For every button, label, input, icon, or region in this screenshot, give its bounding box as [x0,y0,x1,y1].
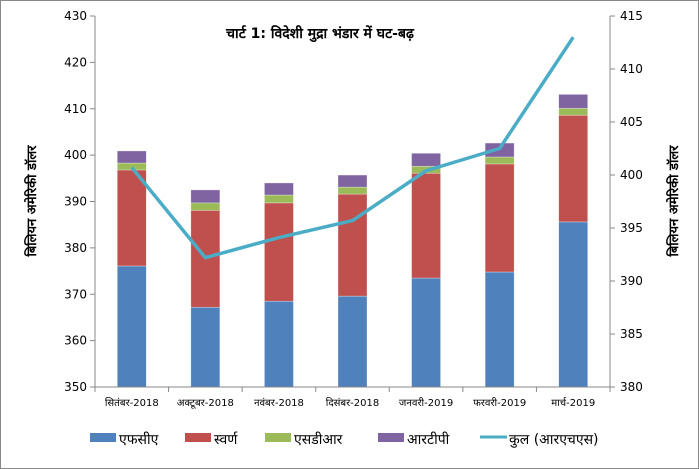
y-tick-label-right: 385 [620,327,643,341]
y-tick-label-left: 370 [64,287,87,301]
legend-label: एसडीआर [294,431,343,448]
y-tick-label-right: 390 [620,274,643,288]
y-tick-label-left: 380 [64,241,87,255]
y-tick-label-right: 400 [620,168,643,182]
legend-label: एफसीए [119,431,159,448]
total-line [130,36,575,260]
bar-segment [337,295,368,388]
bar-segment [116,150,147,164]
y-tick-label-right: 415 [620,9,643,23]
bar-segment [264,182,294,196]
y-tick-label-left: 430 [64,9,87,23]
legend-swatch [378,433,404,442]
y-tick-label-left: 360 [64,334,87,348]
y-axis-label-right: बिलियन अमेरिकी डॉलर [666,145,682,258]
bar-segment [484,271,515,388]
bar-segment [484,163,515,273]
y-tick-label-left: 420 [64,55,87,69]
x-tick-label: सितंबर-2018 [105,397,159,409]
bar-segment [337,193,368,297]
legend-label: स्वर्ण [214,431,238,448]
y-tick-label-left: 400 [64,148,87,162]
chart-title: चार्ट 1: विदेशी मुद्रा भंडार में घट-बढ़ [225,25,415,43]
bar-segment [116,169,147,267]
bar-segment [558,221,589,388]
y-tick-label-right: 380 [620,380,643,394]
bar-segment [411,152,441,167]
bar-segment [558,94,589,109]
legend-swatch [90,433,116,442]
x-tick-label: नवंबर-2018 [254,397,304,409]
legend-label: आरटीपी [407,431,450,448]
x-tick-label: मार्च-2019 [551,397,595,409]
bar-segment [558,107,589,116]
y-tick-label-right: 405 [620,115,643,129]
bar-segment [411,172,441,279]
bar-segment [190,306,221,388]
bar-segment [264,202,294,302]
y-tick-label-right: 410 [620,62,643,76]
y-tick-label-right: 395 [620,221,643,235]
x-tick-label: दिसंबर-2018 [326,397,380,409]
y-axis-label-left: बिलियन अमेरिकी डॉलर [24,145,40,258]
bar-segment [484,156,515,165]
legend-swatch [185,433,211,442]
bar-segment [116,265,147,388]
bar-segment [264,300,294,388]
bar-segment [337,174,368,188]
bar-segment [411,277,441,388]
y-tick-label-left: 410 [64,102,87,116]
bar-segment [190,202,221,211]
bar-segment [190,189,221,204]
y-tick-label-left: 350 [64,380,87,394]
x-tick-label: जनवरी-2019 [399,397,453,409]
bar-segment [558,114,589,223]
x-tick-label: फरवरी-2019 [473,397,526,409]
legend-swatch [265,433,291,442]
legend-label: कुल (आरएचएस) [509,432,599,448]
y-tick-label-left: 390 [64,195,87,209]
x-tick-label: अक्टूबर-2018 [177,398,234,409]
bar-segment [264,194,294,204]
bar-segment [337,186,368,195]
